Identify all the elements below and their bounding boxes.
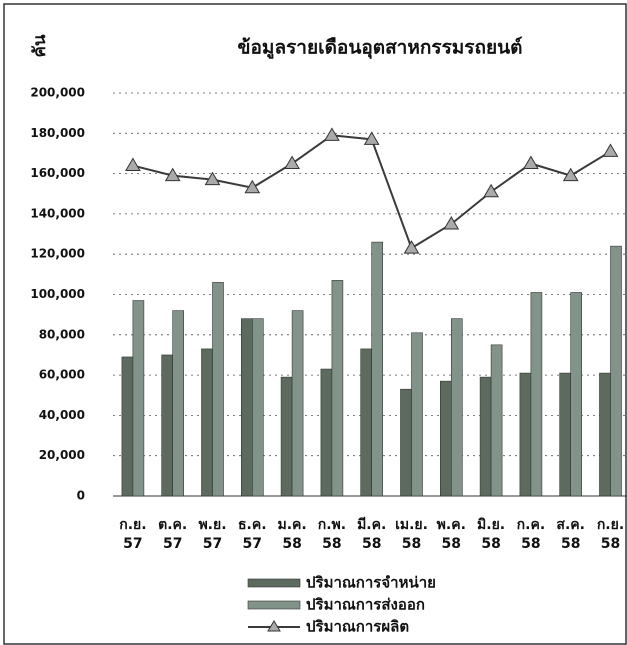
legend-label: ปริมาณการส่งออก [306, 596, 425, 614]
y-tick-label: 180,000 [30, 126, 85, 140]
x-tick-label: ต.ค. 57 [158, 517, 187, 552]
x-tick-label: เม.ย. 58 [395, 517, 428, 552]
bar [599, 372, 611, 497]
legend-swatch [247, 600, 301, 610]
bar [320, 368, 333, 497]
x-tick-label: มิ.ย. 58 [477, 517, 505, 552]
y-tick-label: 200,000 [30, 86, 85, 100]
bar [371, 241, 384, 497]
line-marker [483, 183, 499, 198]
bar [450, 318, 463, 497]
bar [331, 280, 344, 497]
bar [280, 376, 293, 497]
bar [252, 318, 264, 497]
line-marker [562, 167, 579, 182]
bar [610, 245, 622, 497]
bar [241, 318, 253, 497]
legend-marker [267, 620, 281, 632]
y-tick-label: 100,000 [30, 287, 85, 301]
line-marker [125, 157, 141, 172]
frame [3, 3, 627, 645]
line-marker [204, 171, 221, 186]
bar [172, 310, 184, 497]
bar [360, 348, 373, 497]
y-tick-label: 120,000 [30, 247, 85, 261]
line-marker [403, 240, 420, 254]
y-tick-label: 60,000 [39, 368, 85, 382]
y-tick-label: 40,000 [39, 408, 85, 422]
line-marker [324, 127, 340, 141]
legend-label: ปริมาณการผลิต [306, 618, 409, 636]
bar [161, 354, 173, 497]
line-marker [244, 179, 261, 194]
x-tick-label: ก.ค. 58 [517, 517, 545, 552]
bar [400, 388, 412, 497]
x-tick-label: ม.ค. 58 [277, 517, 306, 552]
bar [479, 376, 492, 497]
x-tick-label: ส.ค. 58 [556, 517, 585, 552]
line-marker [602, 143, 619, 157]
y-tick-label: 20,000 [39, 448, 85, 462]
line-marker [164, 167, 181, 182]
y-axis-label: คัน [30, 34, 50, 57]
bar [291, 310, 304, 497]
bar [559, 372, 572, 497]
line-marker [523, 155, 539, 170]
bar [530, 292, 543, 497]
x-tick-label: มี.ค. 58 [357, 517, 386, 552]
bar [201, 348, 213, 497]
chart-title: ข้อมูลรายเดือนอุตสาหกรรมรถยนต์ [238, 37, 523, 60]
x-tick-label: พ.ย. 57 [198, 517, 226, 552]
legend-label: ปริมาณการจำหน่าย [306, 574, 436, 592]
bar [490, 344, 503, 497]
bar [121, 356, 134, 497]
y-tick-label: 80,000 [39, 327, 85, 341]
bar [212, 282, 224, 497]
line-marker [363, 131, 380, 145]
x-tick-label: ก.ย. 58 [597, 517, 624, 552]
bar [570, 292, 583, 497]
x-tick-label: ก.ย. 57 [119, 517, 146, 552]
line-marker [284, 155, 300, 170]
y-tick-label: 140,000 [30, 206, 85, 220]
bar [132, 300, 145, 497]
x-tick-label: ก.พ. 58 [318, 517, 346, 552]
y-tick-label: 160,000 [30, 166, 85, 180]
y-tick-label: 0 [77, 489, 85, 503]
x-tick-label: ธ.ค. 57 [238, 517, 267, 552]
legend-swatch [247, 578, 301, 588]
bar [439, 380, 452, 497]
bar [519, 372, 532, 497]
line-marker [443, 215, 460, 230]
bar [411, 332, 423, 497]
x-tick-label: พ.ค. 58 [437, 517, 466, 552]
